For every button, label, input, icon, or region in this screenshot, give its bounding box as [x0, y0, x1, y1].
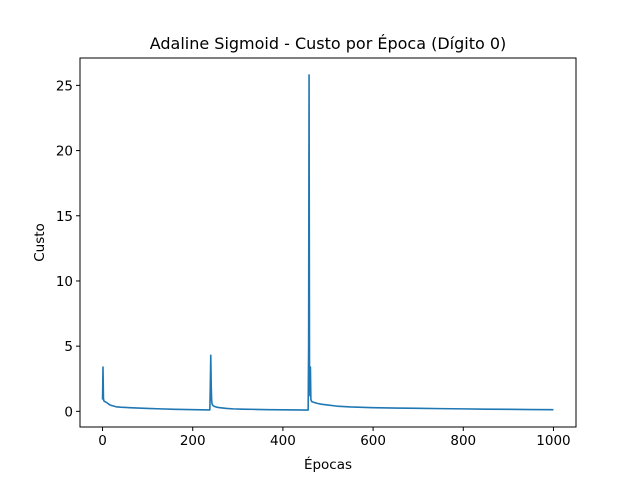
x-tick-label: 0	[98, 433, 107, 449]
axes-background	[80, 58, 576, 427]
y-tick-label: 0	[64, 404, 73, 420]
y-tick-label: 5	[64, 339, 73, 355]
plot-area	[79, 57, 577, 428]
series-line-0	[101, 74, 554, 411]
x-tick-label: 1000	[536, 433, 570, 449]
y-axis: 0 5 10 15 20 25	[56, 78, 80, 420]
chart-title: Adaline Sigmoid - Custo por Época (Dígit…	[150, 34, 507, 53]
y-tick-label: 10	[56, 274, 73, 290]
y-tick-label: 20	[56, 144, 73, 160]
x-axis-label: Épocas	[304, 456, 352, 473]
y-axis-label: Custo	[32, 223, 48, 262]
axes-frame	[79, 57, 577, 428]
x-tick-label: 400	[270, 433, 296, 449]
series-layer	[101, 74, 554, 411]
x-tick-label: 600	[360, 433, 386, 449]
x-tick-label: 200	[180, 433, 206, 449]
x-tick-label: 800	[450, 433, 476, 449]
y-tick-label: 25	[56, 78, 73, 94]
x-axis: 0 200 400 600 800 1000	[98, 427, 571, 449]
y-tick-label: 15	[56, 209, 73, 225]
